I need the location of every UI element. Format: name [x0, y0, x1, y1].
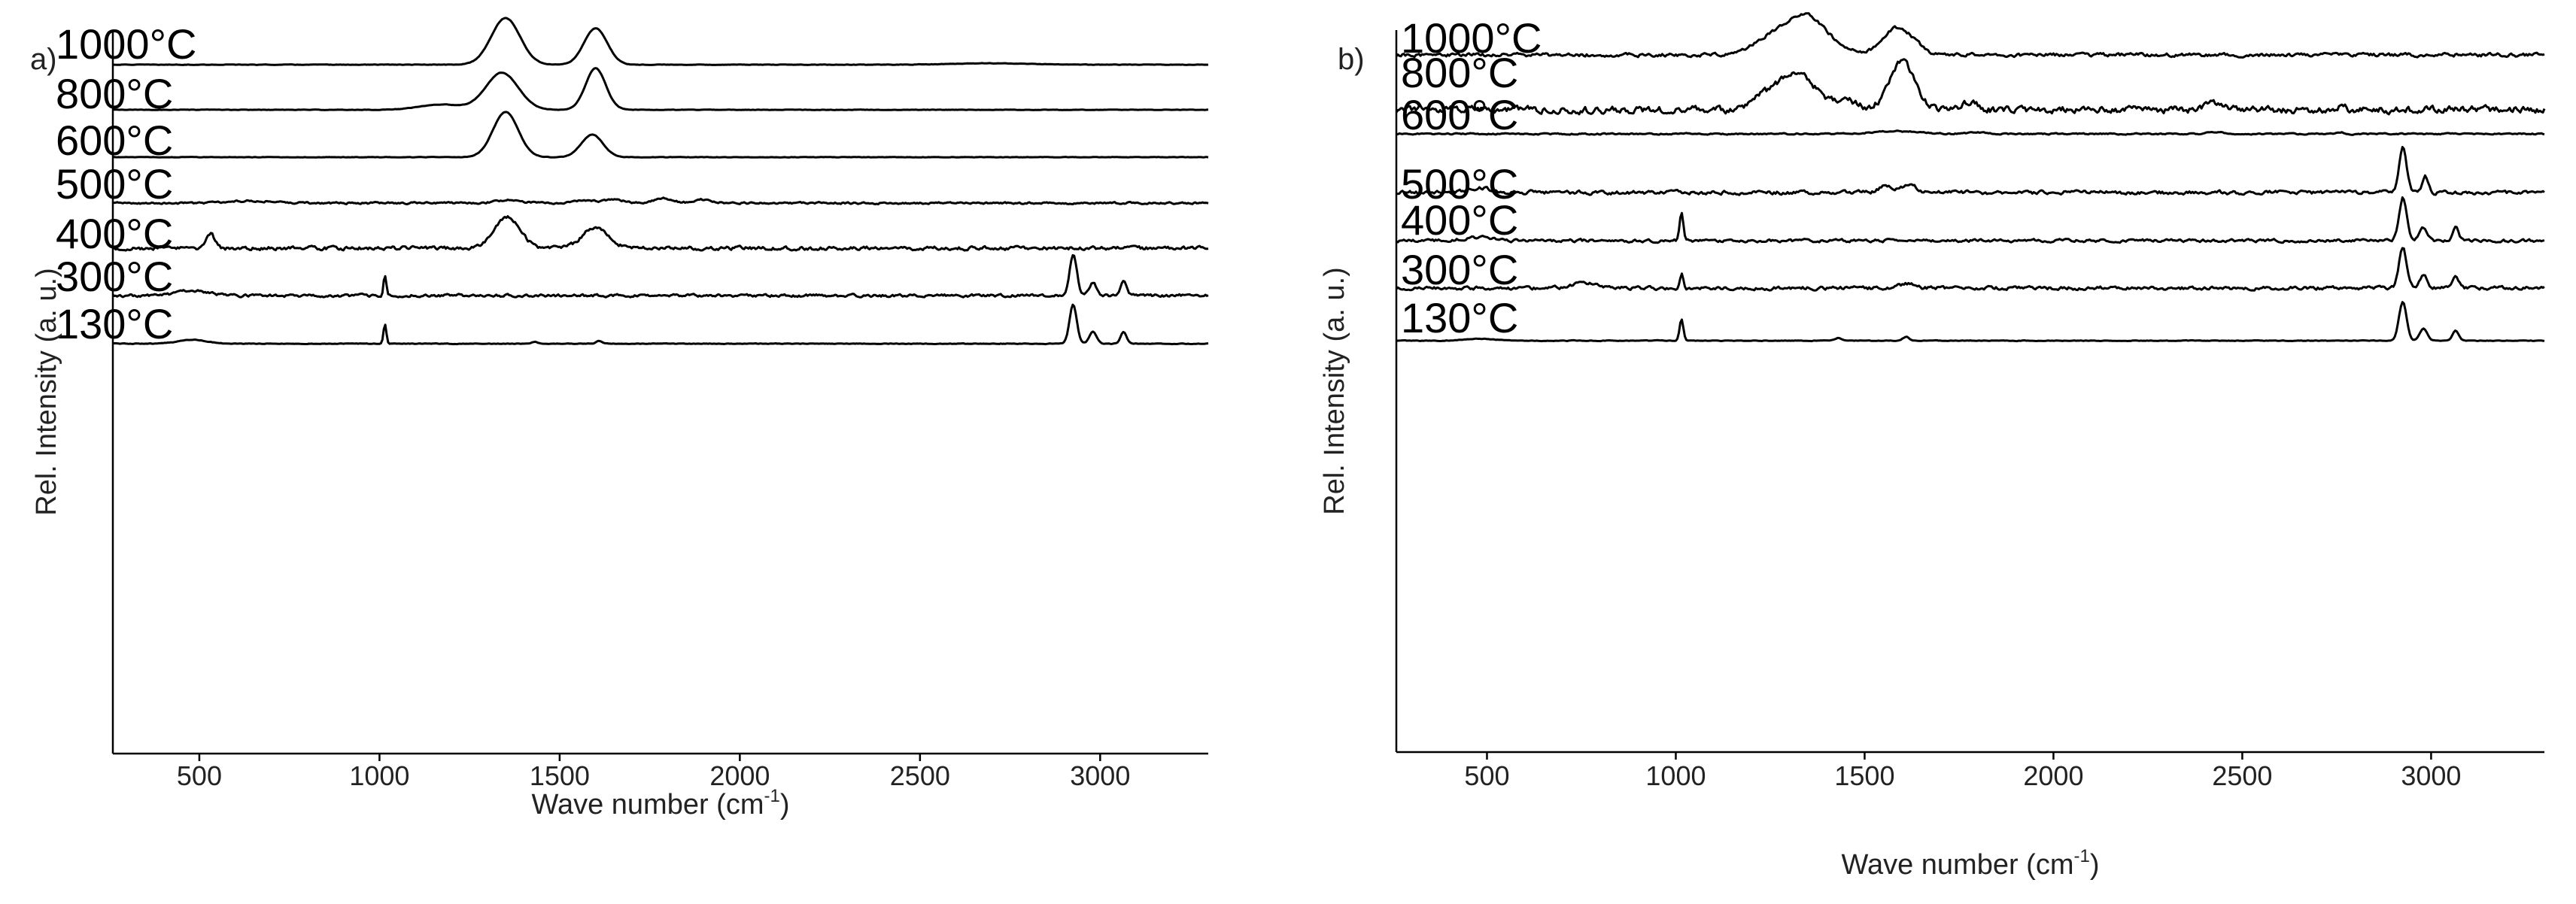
panel-a-y-axis-title: Rel. Intensity (a. u.) — [31, 268, 62, 515]
trace-label-800c: 800°C — [1401, 49, 1518, 96]
trace-label-800c: 800°C — [56, 70, 173, 117]
trace-label-600c: 600°C — [56, 117, 173, 164]
trace-label-1000c: 1000°C — [56, 20, 196, 68]
panel-b-x-axis-title: Wave number (cm-1) — [1842, 846, 2100, 881]
spectrum-trace-400c — [1396, 196, 2545, 244]
trace-label-300c: 300°C — [1401, 246, 1518, 293]
spectrum-trace-130c — [1396, 301, 2545, 343]
spectrum-trace-600c — [112, 111, 1209, 159]
x-tick-label: 500 — [177, 760, 222, 791]
spectrum-trace-1000c — [1395, 12, 2545, 59]
trace-label-130c: 130°C — [56, 300, 173, 347]
spectrum-trace-130c — [112, 303, 1209, 346]
trace-label-130c: 130°C — [1401, 294, 1518, 341]
panel-a: a) 500 1000 1500 2000 2500 3000 1000°C800°C60… — [30, 17, 1209, 821]
x-tick-label: 3000 — [1070, 760, 1130, 791]
panel-b: b) 500 1000 1500 2000 2500 3000 1000°C800°C60… — [1319, 12, 2546, 881]
x-tick-label: 1500 — [530, 760, 590, 791]
x-tick-label: 2500 — [2212, 760, 2272, 791]
spectrum-trace-600c — [1396, 129, 2545, 136]
panel-b-ticks: 500 1000 1500 2000 2500 3000 — [1464, 752, 2461, 791]
trace-label-500c: 500°C — [56, 160, 173, 208]
spectrum-trace-500c — [1396, 146, 2545, 196]
x-tick-label: 2000 — [2023, 760, 2083, 791]
spectrum-trace-300c — [112, 253, 1209, 299]
panel-b-label: b) — [1338, 43, 1365, 76]
trace-label-600c: 600°C — [1401, 91, 1518, 138]
spectrum-trace-400c — [112, 215, 1209, 252]
trace-label-400c: 400°C — [1401, 196, 1518, 244]
spectrum-trace-1000c — [112, 17, 1209, 66]
spectrum-trace-500c — [112, 196, 1209, 206]
trace-label-400c: 400°C — [56, 210, 173, 257]
x-tick-label: 3000 — [2401, 760, 2461, 791]
trace-label-500c: 500°C — [1401, 160, 1518, 208]
spectrum-trace-800c — [1395, 58, 2546, 116]
spectrum-trace-300c — [1395, 247, 2545, 292]
panel-a-x-axis-title: Wave number (cm-1) — [532, 786, 790, 821]
panel-a-traces — [112, 17, 1209, 346]
panel-a-ticks: 500 1000 1500 2000 2500 3000 — [177, 754, 1130, 791]
trace-label-1000c: 1000°C — [1401, 14, 1542, 62]
x-tick-label: 500 — [1464, 760, 1509, 791]
panel-b-traces — [1395, 12, 2546, 343]
x-tick-label: 2000 — [709, 760, 770, 791]
spectrum-trace-800c — [112, 67, 1209, 111]
x-tick-label: 1000 — [1645, 760, 1706, 791]
panel-a-label: a) — [30, 43, 57, 76]
trace-label-300c: 300°C — [56, 253, 173, 300]
panel-b-y-axis-title: Rel. Intensity (a. u.) — [1319, 267, 1350, 514]
x-tick-label: 1500 — [1834, 760, 1894, 791]
x-tick-label: 1000 — [349, 760, 409, 791]
x-tick-label: 2500 — [890, 760, 950, 791]
